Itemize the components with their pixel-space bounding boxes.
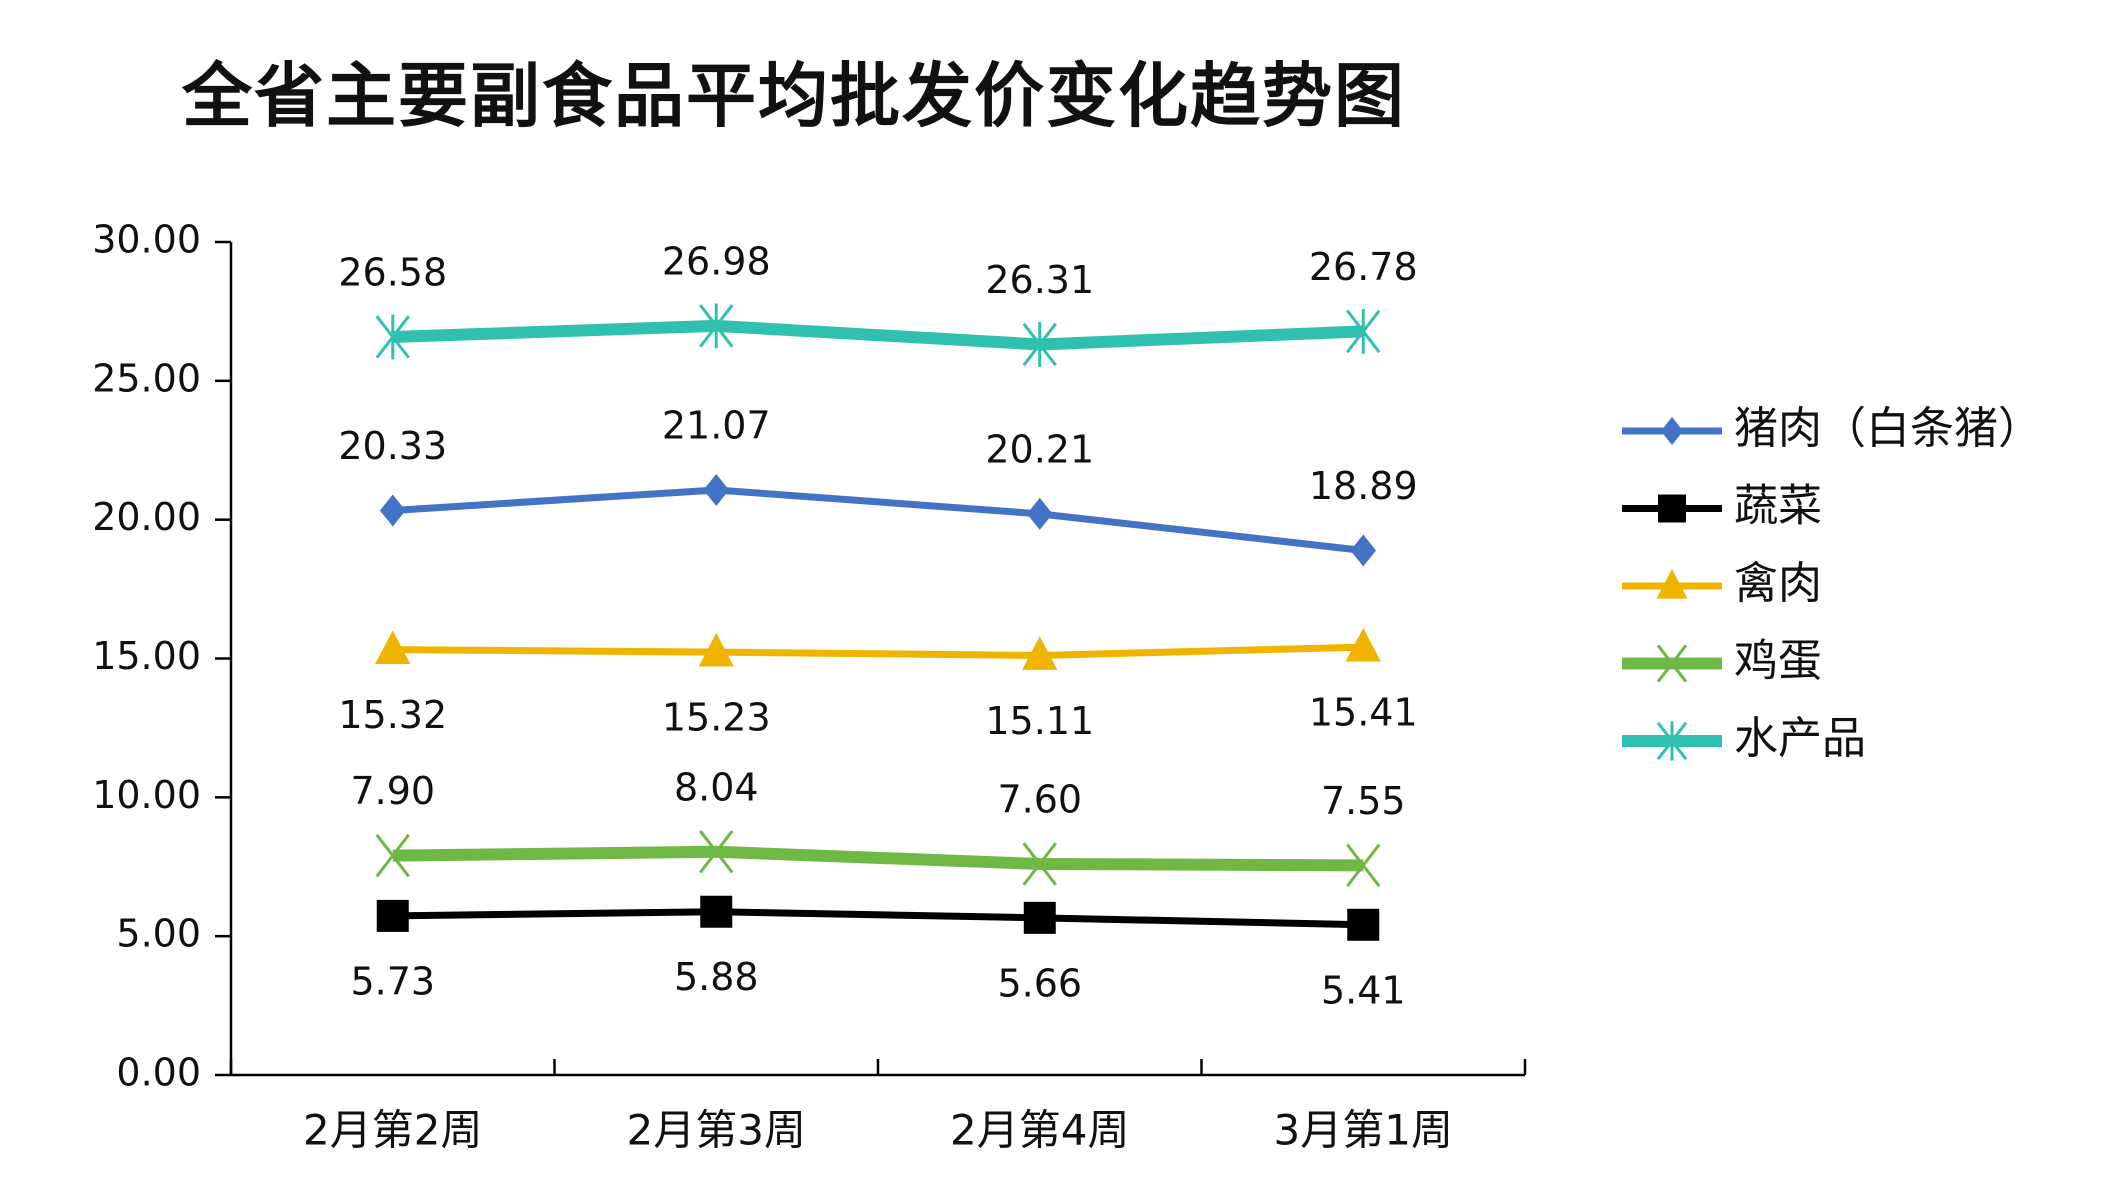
data-label: 15.41 [1309,691,1418,735]
data-label: 18.89 [1309,464,1418,508]
data-label: 5.88 [674,955,759,999]
x-marker [1656,644,1688,683]
data-label: 15.11 [985,699,1094,743]
triangle-marker [375,630,411,665]
diamond-marker [379,494,406,527]
square-marker [376,899,409,932]
legend-label: 蔬菜 [1734,481,1822,532]
diamond-marker [1350,534,1377,567]
data-label: 20.21 [985,427,1094,471]
y-tick-label: 15.00 [92,634,201,678]
series-0 [379,473,1377,567]
data-label: 26.31 [985,258,1094,302]
series-2 [375,627,1381,670]
square-marker [1658,494,1686,523]
series-line [392,643,1364,659]
series-line [392,845,1364,872]
triangle-marker [698,632,734,667]
legend-item: 禽肉 [1622,558,1822,609]
data-label: 5.41 [1321,968,1406,1012]
series-line [392,319,1364,351]
triangle-marker [1345,627,1381,662]
asterisk-marker [699,303,734,349]
asterisk-marker [375,314,410,360]
diamond-marker [703,473,730,506]
y-tick-label: 10.00 [92,773,201,817]
series-line [392,486,1364,554]
diamond-marker [1660,417,1684,445]
legend-label: 禽肉 [1734,558,1822,609]
x-tick-label: 2月第2周 [303,1106,482,1155]
triangle-marker [1022,636,1058,670]
x-tick-label: 2月第3周 [627,1106,806,1155]
x-marker [699,830,734,874]
y-tick-label: 0.00 [116,1051,201,1095]
data-label: 7.90 [350,769,435,813]
y-tick-label: 20.00 [92,495,201,539]
asterisk-marker [1346,309,1381,354]
series-1 [376,895,1380,941]
y-tick-label: 5.00 [116,912,201,956]
data-label: 15.23 [662,696,771,740]
data-label: 5.73 [350,959,435,1003]
legend-item: 水产品 [1622,713,1866,764]
x-tick-label: 3月第1周 [1274,1106,1453,1155]
series-4 [375,303,1381,367]
data-label: 7.55 [1321,779,1406,823]
data-label: 26.98 [662,239,771,283]
legend-label: 水产品 [1734,713,1866,764]
series-line [392,908,1364,929]
legend-label: 猪肉（白条猪） [1734,403,2042,454]
square-marker [1023,901,1056,934]
asterisk-marker [1656,721,1688,761]
series-3 [375,830,1381,888]
data-label: 21.07 [662,403,771,447]
x-tick-label: 2月第4周 [950,1106,1129,1155]
legend-label: 鸡蛋 [1734,636,1822,687]
x-marker [1022,842,1057,886]
data-label: 7.60 [997,777,1082,821]
data-label: 5.66 [997,961,1082,1005]
data-label: 15.32 [338,693,447,737]
diamond-marker [1026,497,1053,530]
data-label: 26.58 [338,250,447,294]
legend-item: 鸡蛋 [1622,636,1822,687]
x-marker [1346,843,1381,888]
y-tick-label: 25.00 [92,356,201,400]
asterisk-marker [1022,322,1057,367]
data-label: 26.78 [1309,245,1418,289]
legend-item: 蔬菜 [1622,481,1822,532]
legend-item: 猪肉（白条猪） [1622,403,2042,454]
x-marker [375,833,410,878]
data-label: 8.04 [674,765,759,809]
chart-title: 全省主要副食品平均批发价变化趋势图 [182,54,1406,137]
square-marker [700,895,733,928]
square-marker [1347,908,1380,941]
triangle-marker [1656,569,1688,599]
data-label: 20.33 [338,424,447,468]
y-tick-label: 30.00 [92,218,201,262]
